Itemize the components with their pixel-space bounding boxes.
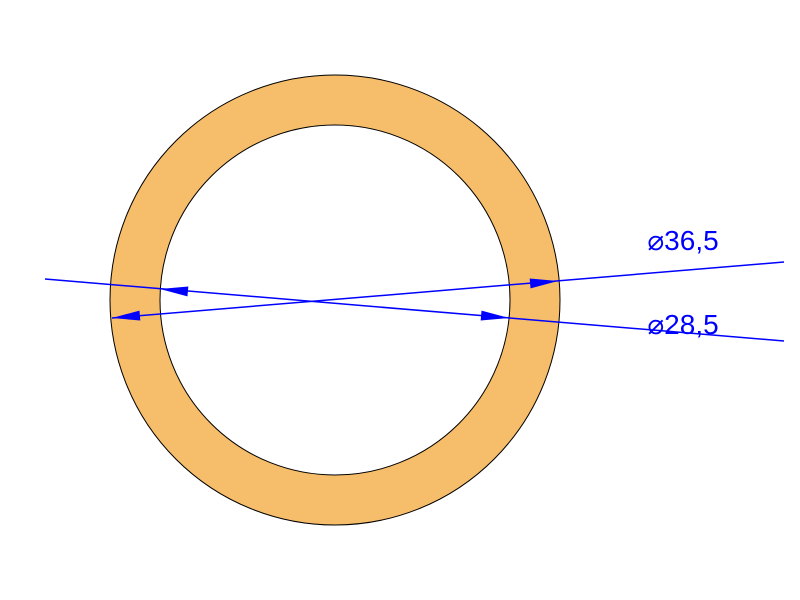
- dimension-arrowhead: [160, 286, 188, 296]
- dimension-arrowhead: [481, 311, 509, 321]
- technical-drawing: ⌀36,5 ⌀28,5: [0, 0, 800, 600]
- outer-diameter-label: ⌀36,5: [647, 225, 718, 256]
- inner-diameter-label: ⌀28,5: [647, 309, 718, 340]
